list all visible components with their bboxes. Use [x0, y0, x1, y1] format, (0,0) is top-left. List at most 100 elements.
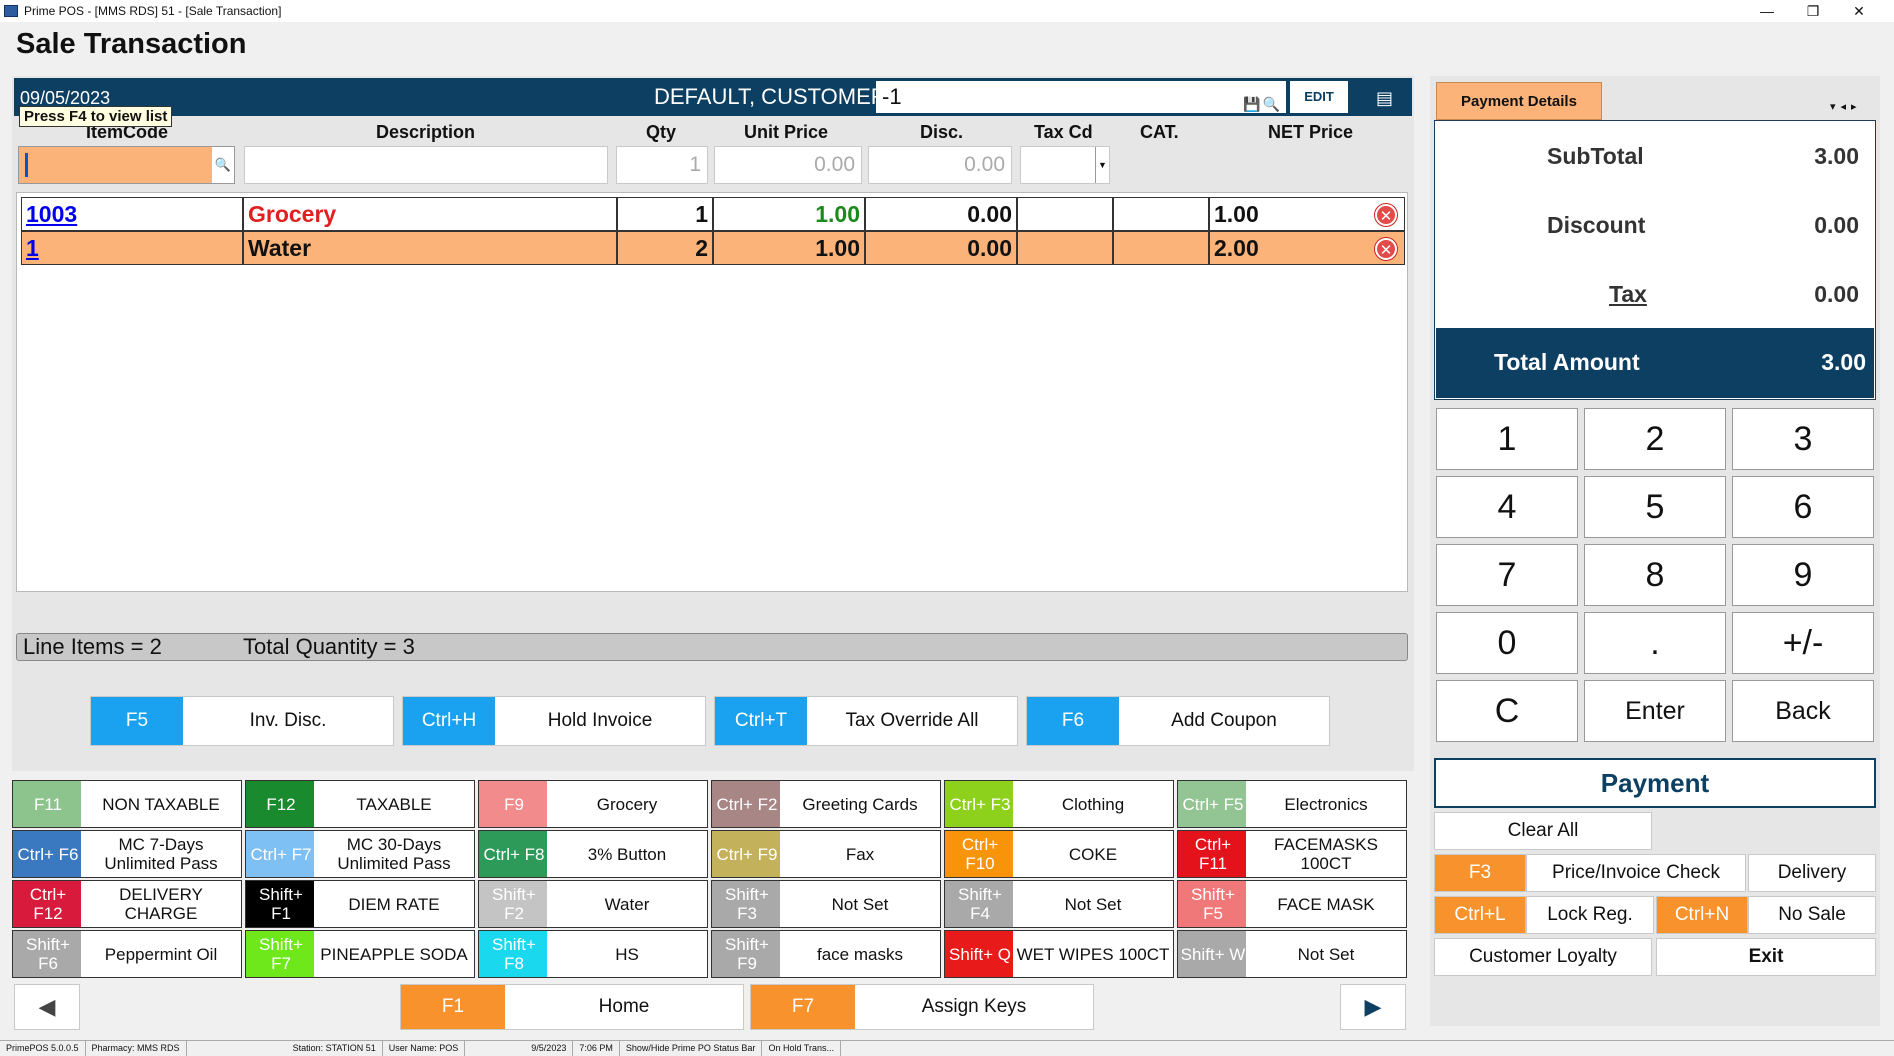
assign-keys-button[interactable]: F7 Assign Keys	[750, 984, 1094, 1030]
payment-button[interactable]: Payment	[1434, 758, 1876, 808]
hotkey-button[interactable]: Ctrl+ F3 Clothing	[944, 780, 1174, 828]
hotkey-button-label: 3% Button	[587, 844, 667, 864]
delivery-button[interactable]: Delivery	[1748, 854, 1876, 892]
customer-tools-icons[interactable]: 💾🔍	[1243, 96, 1282, 112]
tax-link[interactable]: Tax	[1609, 281, 1647, 307]
keypad-key[interactable]: 1	[1436, 408, 1578, 470]
keypad-key[interactable]: 4	[1436, 476, 1578, 538]
no-sale-button[interactable]: No Sale	[1748, 896, 1876, 934]
home-button[interactable]: F1 Home	[400, 984, 744, 1030]
keypad-key[interactable]: 3	[1732, 408, 1874, 470]
hotkey-button[interactable]: F12 TAXABLE	[245, 780, 475, 828]
keypad-key[interactable]: 7	[1436, 544, 1578, 606]
unit-price-input[interactable]: 0.00	[714, 146, 862, 184]
description-input[interactable]	[244, 146, 608, 184]
hotkey-button[interactable]: Shift+ F4 Not Set	[944, 880, 1174, 928]
tab-scroll-icons[interactable]: ▾◂▸	[1830, 101, 1862, 113]
restore-button[interactable]: ❐	[1806, 3, 1820, 19]
keypad-key[interactable]: 0	[1436, 612, 1578, 674]
disc-input[interactable]: 0.00	[868, 146, 1012, 184]
hotkey-label: Shift+ F1	[246, 881, 314, 927]
keypad-key[interactable]: 5	[1584, 476, 1726, 538]
row-unit-price[interactable]: 1.00	[713, 231, 865, 265]
hotkey-button[interactable]: Shift+ W Not Set	[1177, 930, 1407, 978]
customer-loyalty-button[interactable]: Customer Loyalty	[1434, 938, 1652, 976]
price-check-hotkey[interactable]: F3	[1434, 854, 1526, 892]
hotkey-button[interactable]: Ctrl+ F11 FACEMASKS 100CT	[1177, 830, 1407, 878]
minimize-button[interactable]: —	[1760, 3, 1774, 19]
keypad-key[interactable]: .	[1584, 612, 1726, 674]
row-qty[interactable]: 1	[617, 197, 713, 231]
price-invoice-check-button[interactable]: Price/Invoice Check	[1526, 854, 1746, 892]
hotkey-button[interactable]: Ctrl+ F7 MC 30-Days Unlimited Pass	[245, 830, 475, 878]
hotkey-button[interactable]: Ctrl+ F2 Greeting Cards	[711, 780, 941, 828]
row-disc[interactable]: 0.00	[865, 197, 1017, 231]
keypad-key[interactable]: 6	[1732, 476, 1874, 538]
hold-invoice-button[interactable]: Ctrl+H Hold Invoice	[402, 696, 706, 746]
hotkey-button[interactable]: Shift+ F6 Peppermint Oil	[12, 930, 242, 978]
hotkey-button[interactable]: Shift+ F1 DIEM RATE	[245, 880, 475, 928]
keypad-key[interactable]: Back	[1732, 680, 1874, 742]
row-itemcode-link[interactable]: 1	[21, 231, 243, 265]
hotkey-button[interactable]: Ctrl+ F8 3% Button	[478, 830, 708, 878]
status-toggle[interactable]: Show/Hide Prime PO Status Bar	[620, 1041, 763, 1056]
no-sale-hotkey[interactable]: Ctrl+N	[1656, 896, 1748, 934]
tab-payment-details[interactable]: Payment Details	[1436, 82, 1602, 120]
hotkey-button[interactable]: Ctrl+ F6 MC 7-Days Unlimited Pass	[12, 830, 242, 878]
hotkey-button[interactable]: Shift+ F7 PINEAPPLE SODA	[245, 930, 475, 978]
hotkey-button[interactable]: Ctrl+ F5 Electronics	[1177, 780, 1407, 828]
add-coupon-button[interactable]: F6 Add Coupon	[1026, 696, 1330, 746]
row-qty[interactable]: 2	[617, 231, 713, 265]
clear-all-button[interactable]: Clear All	[1434, 812, 1652, 850]
keypad-key[interactable]: C	[1436, 680, 1578, 742]
hotkey-button[interactable]: Ctrl+ F10 COKE	[944, 830, 1174, 878]
row-itemcode-link[interactable]: 1003	[21, 197, 243, 231]
tax-cd-select[interactable]: ▼	[1020, 146, 1110, 184]
keypad-key[interactable]: 9	[1732, 544, 1874, 606]
row-disc[interactable]: 0.00	[865, 231, 1017, 265]
hotkey-button[interactable]: Shift+ F8 HS	[478, 930, 708, 978]
customer-account-input[interactable]: -1 💾🔍	[876, 81, 1286, 113]
delete-row-icon[interactable]: ✕	[1375, 238, 1397, 260]
exit-button[interactable]: Exit	[1656, 938, 1876, 976]
hotkey-label: F9	[479, 781, 547, 827]
itemcode-input[interactable]: 🔍	[18, 146, 235, 184]
search-icon[interactable]: 🔍	[212, 147, 234, 183]
edit-customer-button[interactable]: EDIT	[1290, 81, 1348, 113]
status-on-hold[interactable]: On Hold Trans...	[762, 1041, 841, 1056]
hotkey-button[interactable]: Ctrl+ F12 DELIVERY CHARGE	[12, 880, 242, 928]
next-page-button[interactable]: ▶	[1340, 984, 1406, 1030]
lock-reg-button[interactable]: Lock Reg.	[1526, 896, 1654, 934]
hotkey-button-label: Greeting Cards	[802, 794, 918, 814]
hotkey-button[interactable]: Ctrl+ F9 Fax	[711, 830, 941, 878]
window-titlebar: Prime POS - [MMS RDS] 51 - [Sale Transac…	[0, 0, 1894, 22]
hotkey-button[interactable]: Shift+ F2 Water	[478, 880, 708, 928]
card-icon[interactable]: ▤	[1376, 88, 1394, 108]
hotkey-button[interactable]: Shift+ F5 FACE MASK	[1177, 880, 1407, 928]
hotkey-button[interactable]: F11 NON TAXABLE	[12, 780, 242, 828]
hotkey-button[interactable]: Shift+ Q WET WIPES 100CT	[944, 930, 1174, 978]
chevron-down-icon[interactable]: ▼	[1095, 147, 1109, 183]
prev-page-button[interactable]: ◀	[14, 984, 80, 1030]
keypad-key[interactable]: Enter	[1584, 680, 1726, 742]
button-label: Inv. Disc.	[249, 710, 327, 731]
row-net-price: 1.00	[1209, 197, 1405, 231]
customer-account-value: -1	[882, 84, 902, 109]
delete-row-icon[interactable]: ✕	[1375, 204, 1397, 226]
inv-disc-button[interactable]: F5 Inv. Disc.	[90, 696, 394, 746]
tax-override-all-button[interactable]: Ctrl+T Tax Override All	[714, 696, 1018, 746]
keypad-key[interactable]: 8	[1584, 544, 1726, 606]
hotkey-button[interactable]: F9 Grocery	[478, 780, 708, 828]
lock-reg-hotkey[interactable]: Ctrl+L	[1434, 896, 1526, 934]
keypad-key[interactable]: +/-	[1732, 612, 1874, 674]
row-tax-cd	[1017, 197, 1113, 231]
hotkey-button[interactable]: Shift+ F9 face masks	[711, 930, 941, 978]
row-unit-price[interactable]: 1.00	[713, 197, 865, 231]
qty-input[interactable]: 1	[616, 146, 708, 184]
keypad-key[interactable]: 2	[1584, 408, 1726, 470]
table-row[interactable]: 1 Water 2 1.00 0.00 2.00 ✕	[21, 231, 1405, 265]
hotkey-button[interactable]: Shift+ F3 Not Set	[711, 880, 941, 928]
table-row[interactable]: 1003 Grocery 1 1.00 0.00 1.00 ✕	[21, 197, 1405, 231]
close-button[interactable]: ✕	[1853, 3, 1865, 19]
tax-value: 0.00	[1814, 281, 1859, 307]
